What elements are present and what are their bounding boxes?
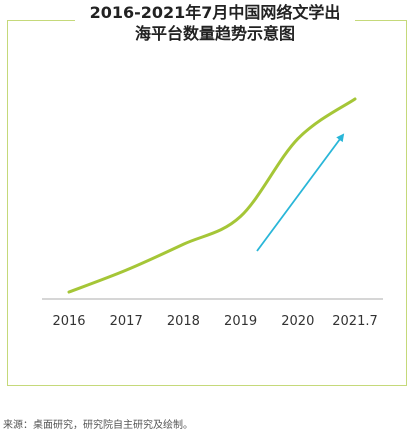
x-tick-label-5: 2021.7 bbox=[332, 314, 378, 329]
source-note: 来源：桌面研究，研究院自主研究及绘制。 bbox=[3, 420, 193, 431]
series-line bbox=[67, 97, 357, 294]
x-tick-label-4: 2020 bbox=[281, 314, 314, 329]
x-tick-label-0: 2016 bbox=[52, 314, 85, 329]
x-tick-label-2: 2018 bbox=[167, 314, 200, 329]
chart-title-line-1: 2016-2021年7月中国网络文学出 bbox=[89, 3, 341, 22]
x-tick-label-3: 2019 bbox=[224, 314, 257, 329]
chart-title: 2016-2021年7月中国网络文学出 海平台数量趋势示意图 bbox=[75, 2, 355, 44]
chart-title-line-2: 海平台数量趋势示意图 bbox=[134, 24, 295, 43]
trend-arrow bbox=[256, 133, 345, 252]
x-tick-label-1: 2017 bbox=[110, 314, 143, 329]
x-tick-labels: 2016 2017 2018 2019 2020 2021.7 bbox=[52, 314, 377, 329]
